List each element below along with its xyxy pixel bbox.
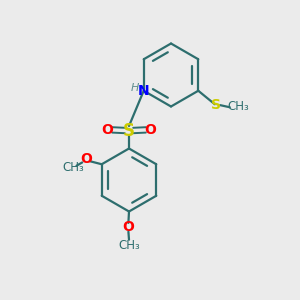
Text: O: O <box>122 220 134 234</box>
Text: N: N <box>138 84 149 98</box>
Text: CH₃: CH₃ <box>63 161 84 174</box>
Text: S: S <box>211 98 221 112</box>
Text: methoxy: methoxy <box>68 169 74 171</box>
Text: O: O <box>80 152 92 166</box>
Text: O: O <box>145 123 157 137</box>
Text: CH₃: CH₃ <box>118 238 140 252</box>
Text: H: H <box>131 83 140 93</box>
Text: O: O <box>101 123 113 137</box>
Text: CH₃: CH₃ <box>227 100 249 113</box>
Text: S: S <box>123 122 135 140</box>
